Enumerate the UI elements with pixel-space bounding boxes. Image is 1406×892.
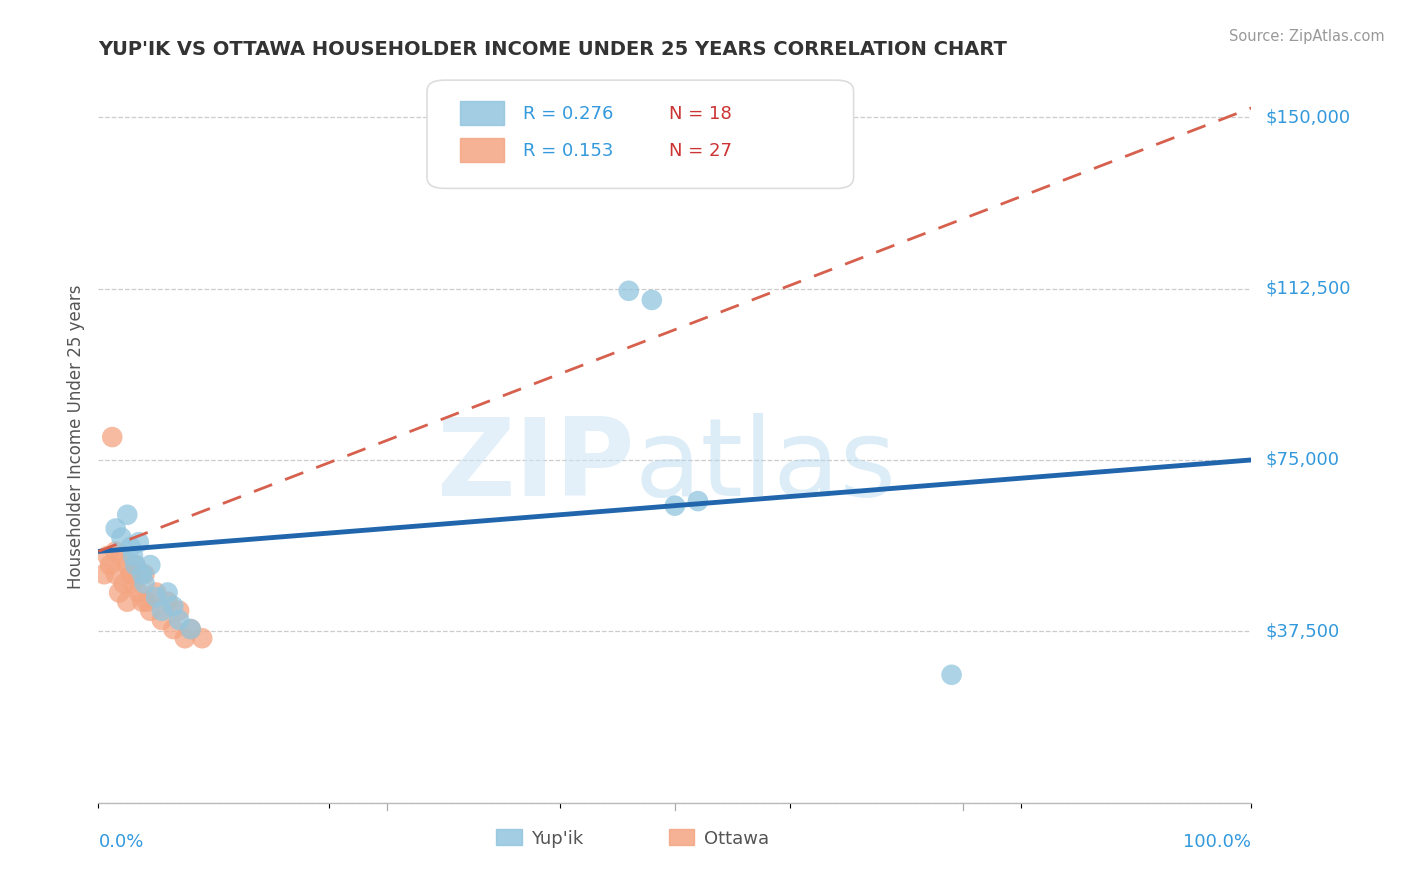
Text: $37,500: $37,500: [1265, 623, 1340, 640]
Point: [97, 549, 120, 563]
Text: N = 18: N = 18: [669, 105, 733, 123]
Point: [134, 567, 156, 582]
Point: [686, 494, 709, 508]
FancyBboxPatch shape: [427, 80, 853, 188]
Point: [124, 558, 146, 573]
Point: [104, 567, 127, 582]
Point: [134, 576, 156, 591]
Text: R = 0.276: R = 0.276: [523, 105, 613, 123]
Point: [122, 576, 145, 591]
Point: [124, 558, 146, 573]
Point: [104, 521, 127, 535]
Y-axis label: Householder Income Under 25 years: Householder Income Under 25 years: [66, 285, 84, 590]
Text: 0.0%: 0.0%: [98, 833, 143, 851]
Point: [104, 544, 127, 558]
Point: [162, 599, 184, 614]
Text: YUP'IK VS OTTAWA HOUSEHOLDER INCOME UNDER 25 YEARS CORRELATION CHART: YUP'IK VS OTTAWA HOUSEHOLDER INCOME UNDE…: [98, 39, 1007, 59]
Point: [150, 613, 173, 627]
Point: [617, 284, 640, 298]
Point: [145, 590, 167, 604]
Point: [117, 594, 139, 608]
Point: [110, 549, 132, 563]
Point: [145, 585, 167, 599]
Point: [135, 594, 157, 608]
Point: [174, 632, 197, 646]
Point: [180, 622, 202, 636]
Text: Ottawa: Ottawa: [704, 830, 769, 847]
Text: Yup'ik: Yup'ik: [531, 830, 583, 847]
Point: [180, 622, 202, 636]
Text: $75,000: $75,000: [1265, 451, 1340, 469]
Point: [139, 604, 162, 618]
Bar: [460, 138, 505, 162]
Point: [941, 667, 963, 681]
Point: [112, 576, 135, 591]
Point: [156, 594, 179, 608]
Point: [167, 613, 190, 627]
Text: N = 27: N = 27: [669, 142, 733, 160]
Point: [108, 585, 131, 599]
Text: Source: ZipAtlas.com: Source: ZipAtlas.com: [1229, 29, 1385, 44]
Bar: [496, 830, 522, 846]
Text: ZIP: ZIP: [436, 413, 634, 519]
Point: [98, 558, 121, 573]
Point: [162, 622, 184, 636]
Point: [122, 549, 145, 563]
Bar: [669, 830, 695, 846]
Text: atlas: atlas: [634, 413, 897, 519]
Bar: [460, 102, 505, 126]
Point: [191, 632, 214, 646]
Point: [167, 604, 190, 618]
Point: [641, 293, 664, 307]
Point: [128, 535, 150, 549]
Point: [110, 531, 132, 545]
Point: [117, 558, 139, 573]
Point: [101, 430, 124, 444]
Point: [131, 567, 153, 582]
Text: $150,000: $150,000: [1265, 108, 1350, 126]
Point: [131, 594, 153, 608]
Point: [120, 567, 142, 582]
Point: [150, 604, 173, 618]
Point: [664, 499, 686, 513]
Point: [93, 567, 115, 582]
Point: [156, 585, 179, 599]
Point: [117, 508, 139, 522]
Text: R = 0.153: R = 0.153: [523, 142, 613, 160]
Point: [128, 585, 150, 599]
Point: [120, 540, 142, 554]
Text: $112,500: $112,500: [1265, 279, 1351, 298]
Point: [139, 558, 162, 573]
Text: 100.0%: 100.0%: [1184, 833, 1251, 851]
